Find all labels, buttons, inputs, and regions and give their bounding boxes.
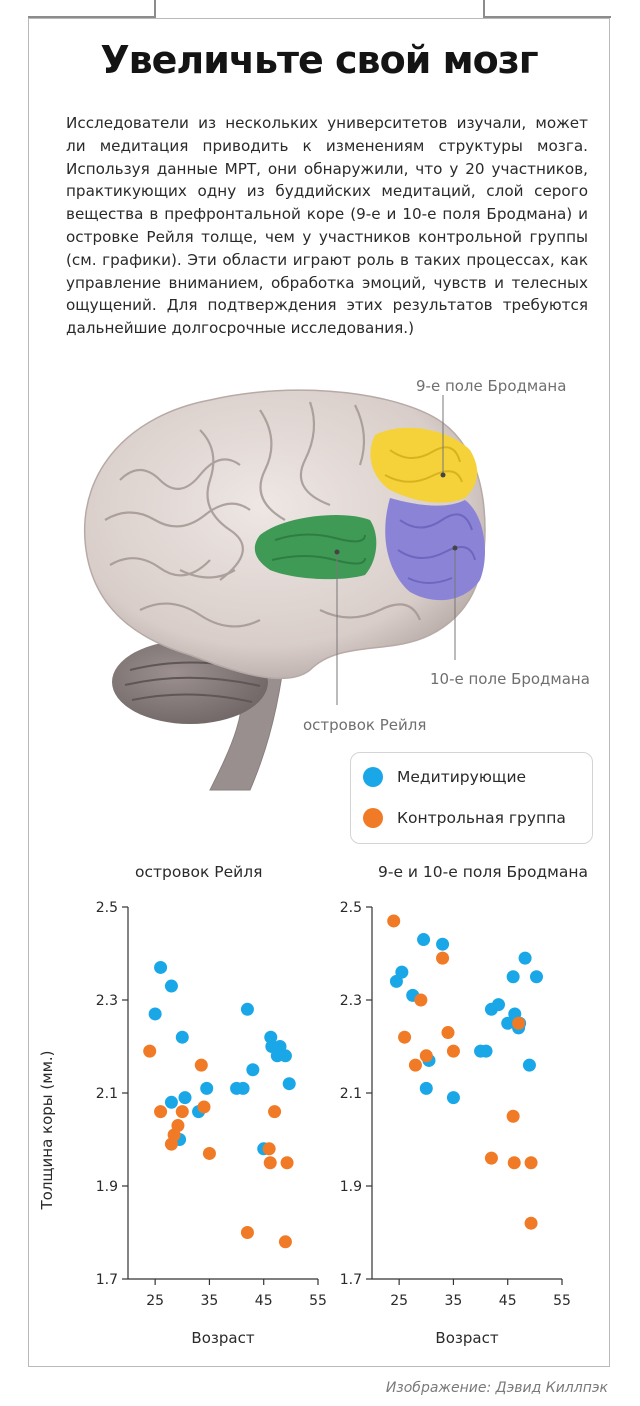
control-point (484, 1151, 498, 1165)
meditator-point (164, 1095, 178, 1109)
control-dot-icon (363, 808, 383, 828)
area9-label: 9-е поле Бродмана (416, 377, 567, 395)
control-point (240, 1226, 254, 1239)
x-tick-label: 55 (553, 1293, 571, 1309)
x-axis-label: Возраст (435, 1329, 498, 1347)
meditator-point (446, 1091, 460, 1105)
infographic-frame (28, 18, 610, 1367)
top-right-tab (483, 0, 611, 18)
y-tick-label: 1.7 (96, 1272, 118, 1288)
control-point (419, 1049, 433, 1063)
control-point (171, 1119, 185, 1133)
control-point (398, 1030, 412, 1044)
meditator-point (164, 979, 178, 993)
control-point (175, 1105, 189, 1119)
y-tick-label: 2.1 (96, 1086, 118, 1102)
area9-region (370, 427, 478, 503)
page-title: Увеличьте свой мозг (100, 38, 538, 82)
control-point (262, 1142, 276, 1156)
meditators-dot-icon (363, 767, 383, 787)
meditator-point (529, 970, 543, 984)
control-point (154, 1105, 168, 1119)
legend-item-meditators: Медитирующие (351, 767, 526, 787)
control-point (408, 1058, 422, 1072)
y-tick-label: 1.9 (340, 1179, 362, 1195)
meditator-point (278, 1049, 292, 1063)
area10-region (385, 498, 485, 601)
control-point (143, 1044, 157, 1058)
legend-label-meditators: Медитирующие (397, 768, 527, 786)
meditator-point (417, 933, 431, 947)
x-tick-label: 25 (390, 1293, 408, 1309)
control-point (414, 993, 428, 1007)
x-tick-label: 35 (445, 1293, 463, 1309)
y-tick-label: 2.5 (96, 900, 118, 916)
image-credit: Изображение: Дэвид Киллпэк (385, 1380, 608, 1396)
meditator-point (419, 1081, 433, 1095)
meditator-point (236, 1081, 250, 1095)
y-tick-label: 2.3 (96, 993, 118, 1009)
control-point (524, 1156, 538, 1170)
insula-scatter-chart: 2.5 2.3 2.1 1.9 1.7 25 35 45 55 Возраст (96, 900, 327, 1347)
control-point (506, 1109, 520, 1123)
meditator-point (178, 1091, 192, 1105)
meditator-point (200, 1081, 214, 1095)
x-tick-label: 45 (255, 1293, 273, 1309)
x-axis-label: Возраст (191, 1329, 254, 1347)
meditator-point (522, 1058, 536, 1072)
meditator-point (436, 937, 450, 951)
x-tick-label: 25 (146, 1293, 164, 1309)
control-point (194, 1058, 208, 1072)
meditator-point (395, 965, 409, 979)
control-point (446, 1044, 460, 1058)
control-point (278, 1235, 292, 1249)
meditator-point (491, 998, 505, 1012)
control-point (512, 1016, 526, 1030)
meditator-point (154, 960, 168, 974)
insula-label: островок Рейля (303, 716, 427, 734)
meditator-point (506, 970, 520, 984)
control-point (268, 1105, 282, 1119)
legend: Медитирующие Контрольная группа (350, 752, 593, 844)
meditator-point (240, 1002, 254, 1016)
meditator-point (246, 1063, 260, 1077)
y-axis-label: Толщина коры (мм.) (38, 1050, 56, 1210)
chart1-title: островок Рейля (135, 863, 263, 881)
control-point (507, 1156, 521, 1170)
control-point (197, 1100, 211, 1114)
control-point (436, 951, 450, 965)
chart2-title: 9-е и 10-е поля Бродмана (378, 863, 588, 881)
control-point (387, 914, 401, 928)
meditator-point (282, 1077, 296, 1091)
x-tick-label: 45 (499, 1293, 517, 1309)
y-tick-label: 2.5 (340, 900, 362, 916)
control-point (441, 1026, 455, 1040)
area10-label: 10-е поле Бродмана (430, 670, 590, 688)
intro-paragraph: Исследователи из нескольких университето… (66, 114, 588, 338)
y-tick-label: 1.9 (96, 1179, 118, 1195)
control-point (263, 1156, 277, 1170)
meditator-point (479, 1044, 493, 1058)
control-point (524, 1216, 538, 1230)
meditator-point (501, 1016, 515, 1030)
control-point (280, 1156, 294, 1170)
legend-label-control: Контрольная группа (397, 809, 566, 827)
brain-illustration (83, 389, 486, 791)
meditator-point (148, 1007, 162, 1021)
meditator-point (175, 1030, 189, 1044)
y-tick-label: 1.7 (340, 1272, 362, 1288)
brodmann-scatter-chart: 2.5 2.3 2.1 1.9 1.7 25 35 45 55 Возраст (340, 900, 571, 1347)
top-left-tab (28, 0, 156, 18)
y-tick-label: 2.1 (340, 1086, 362, 1102)
y-tick-label: 2.3 (340, 993, 362, 1009)
control-point (202, 1146, 216, 1160)
meditator-point (518, 951, 532, 965)
x-tick-label: 35 (201, 1293, 219, 1309)
x-tick-label: 55 (309, 1293, 327, 1309)
legend-item-control: Контрольная группа (351, 808, 566, 828)
